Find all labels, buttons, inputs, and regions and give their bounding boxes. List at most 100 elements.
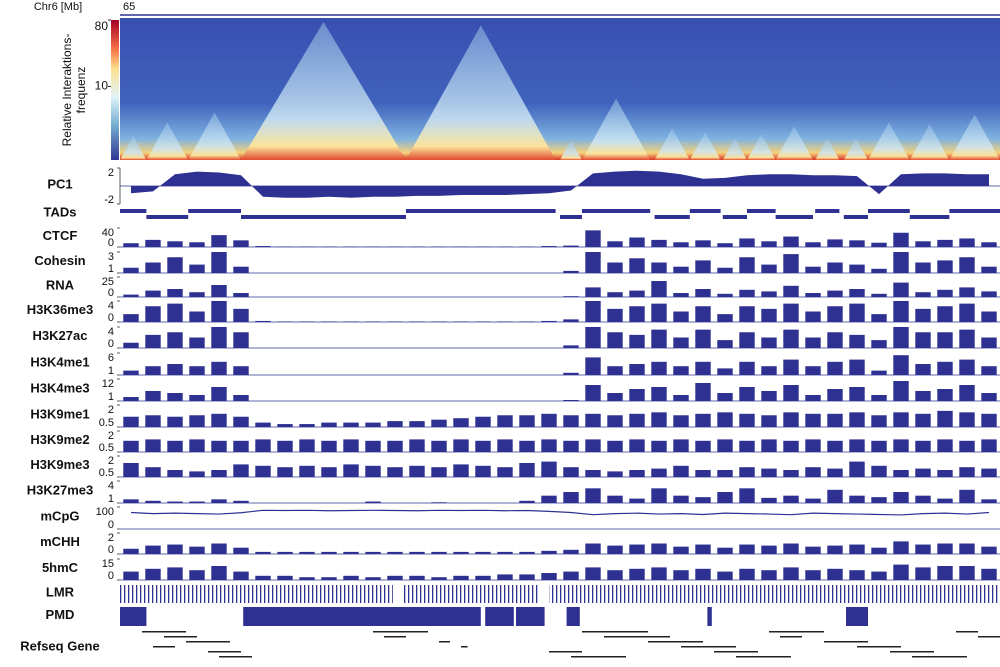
signal-bar <box>607 262 623 273</box>
signal-bar <box>849 387 865 401</box>
signal-bar <box>761 415 777 427</box>
segment <box>485 607 514 626</box>
signal-bar <box>673 439 689 452</box>
track-label: PMD <box>46 607 75 622</box>
signal-bar <box>651 387 667 401</box>
signal-bar <box>145 439 161 452</box>
signal-bar <box>673 395 689 401</box>
signal-bar <box>871 395 887 401</box>
signal-bar <box>475 465 491 477</box>
gene <box>208 651 241 653</box>
signal-bar <box>893 470 909 477</box>
signal-bar <box>849 303 865 322</box>
gene <box>978 636 1000 638</box>
signal-bar <box>695 260 711 273</box>
signal-bar <box>277 321 293 322</box>
signal-bar <box>145 415 161 427</box>
y-tick-label: 4 <box>108 480 114 492</box>
signal-bar <box>431 440 447 452</box>
signal-bar <box>167 501 183 503</box>
signal-bar <box>629 389 645 401</box>
segment <box>243 607 481 626</box>
segment <box>188 209 241 213</box>
signal-bar <box>255 575 271 580</box>
signal-bar <box>739 332 755 348</box>
signal-bar <box>167 257 183 273</box>
signal-bar <box>365 422 381 427</box>
signal-bar <box>431 577 447 580</box>
signal-bar <box>981 546 997 554</box>
signal-bar <box>981 266 997 273</box>
signal-bar <box>849 412 865 427</box>
signal-bar <box>409 321 425 322</box>
signal-bar <box>893 412 909 427</box>
signal-bar <box>233 571 249 580</box>
signal-bar <box>343 321 359 322</box>
gene <box>186 641 230 643</box>
signal-bar <box>805 413 821 427</box>
segment <box>401 585 538 603</box>
signal-bar <box>563 319 579 322</box>
signal-bar <box>321 440 337 452</box>
gene <box>956 631 978 633</box>
track-label: 5hmC <box>42 560 79 575</box>
signal-bar <box>827 440 843 452</box>
track-label: CTCF <box>43 228 78 243</box>
signal-bar <box>981 337 997 348</box>
signal-bar <box>607 440 623 452</box>
signal-bar <box>189 546 205 554</box>
signal-bar <box>277 575 293 580</box>
signal-bar <box>959 287 975 297</box>
segment <box>120 585 393 603</box>
signal-bar <box>959 440 975 452</box>
segment <box>689 209 721 213</box>
signal-bar <box>629 413 645 427</box>
signal-bar <box>563 492 579 503</box>
signal-bar <box>915 262 931 273</box>
domain-triangle <box>815 138 840 160</box>
signal-bar <box>365 321 381 322</box>
signal-bar <box>717 547 733 554</box>
segment <box>722 215 747 219</box>
signal-bar <box>783 385 799 401</box>
signal-bar <box>981 468 997 477</box>
signal-bar <box>189 242 205 247</box>
signal-bar <box>629 568 645 580</box>
signal-bar <box>761 308 777 322</box>
signal-bar <box>849 461 865 477</box>
signal-bar <box>739 306 755 322</box>
signal-bar <box>607 471 623 477</box>
signal-bar <box>497 467 513 477</box>
segment <box>566 607 580 626</box>
signal-bar <box>937 389 953 401</box>
signal-bar <box>585 230 601 247</box>
signal-bar <box>189 337 205 348</box>
signal-bar <box>915 364 931 375</box>
signal-bar <box>233 440 249 452</box>
signal-bar <box>299 321 315 322</box>
signal-bar <box>387 440 403 452</box>
signal-bar <box>651 488 667 503</box>
y-tick-label: 0.5 <box>99 467 114 479</box>
signal-bar <box>761 545 777 554</box>
domain-triangle <box>188 112 241 160</box>
signal-bar <box>893 381 909 401</box>
gene <box>384 636 406 638</box>
signal-bar <box>431 419 447 427</box>
segment <box>775 215 813 219</box>
signal-bar <box>145 366 161 375</box>
signal-bar <box>167 303 183 322</box>
colorbar <box>111 20 119 160</box>
pc1-area <box>131 170 989 198</box>
signal-bar <box>255 465 271 477</box>
signal-bar <box>211 327 227 348</box>
signal-bar <box>783 236 799 247</box>
signal-bar <box>827 468 843 477</box>
signal-bar <box>783 285 799 297</box>
signal-bar <box>717 571 733 580</box>
signal-bar <box>893 282 909 297</box>
domain-triangle <box>689 132 721 160</box>
signal-bar <box>959 359 975 375</box>
signal-bar <box>585 439 601 452</box>
signal-bar <box>541 550 557 554</box>
